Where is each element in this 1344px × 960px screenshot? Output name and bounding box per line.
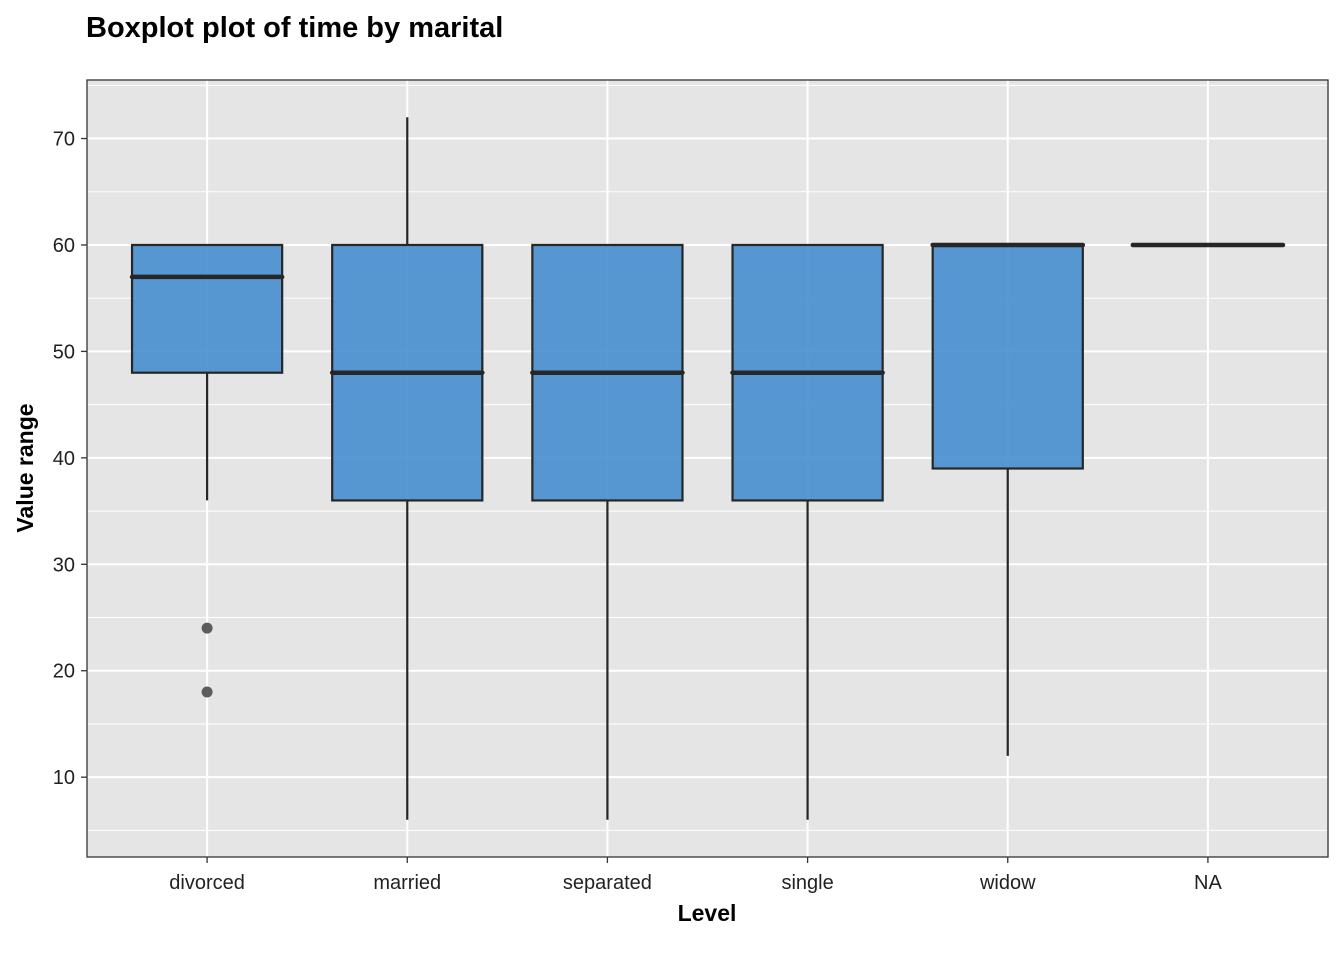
box-separated: [530, 243, 685, 820]
box-divorced: [129, 243, 285, 698]
box-widow: [930, 242, 1086, 756]
outlier-point: [201, 622, 213, 634]
y-tick-label: 20: [53, 661, 75, 683]
y-tick-label: 50: [53, 341, 75, 363]
y-axis-title: Value range: [12, 403, 38, 532]
chart-title: Boxplot plot of time by marital: [86, 12, 503, 44]
box-body: [931, 243, 1084, 470]
y-tick-label: 10: [53, 767, 75, 789]
y-tick-label: 30: [53, 554, 75, 576]
x-tick-label: NA: [1194, 872, 1222, 894]
boxes: [129, 117, 1286, 820]
box-body: [130, 243, 284, 374]
box-married: [329, 117, 485, 820]
x-tick-label: married: [373, 872, 441, 894]
y-tick-label: 40: [53, 448, 75, 470]
outlier-point: [201, 686, 213, 698]
y-tick-label: 60: [53, 235, 75, 257]
x-axis-title: Level: [678, 900, 737, 926]
y-tick-label: 70: [53, 129, 75, 151]
plot-panel: [87, 80, 1328, 857]
x-tick-label: single: [781, 872, 833, 894]
box-single: [730, 243, 885, 820]
x-tick-label: widow: [979, 872, 1036, 894]
plot-border: [86, 79, 1329, 858]
x-tick-label: divorced: [169, 872, 245, 894]
x-tick-label: separated: [563, 872, 652, 894]
y-axis: 10 20 30 40 50 60 70: [53, 129, 87, 789]
x-axis: divorced married separated single widow NA: [169, 857, 1222, 894]
